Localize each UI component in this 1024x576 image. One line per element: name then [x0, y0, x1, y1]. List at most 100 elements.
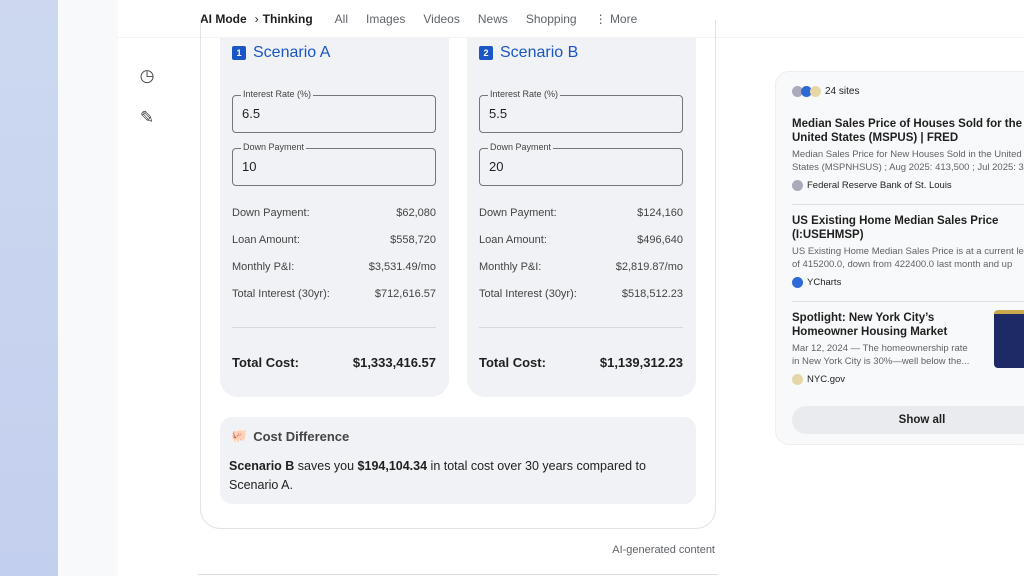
row-value: $62,080 — [396, 207, 436, 219]
down-payment-field[interactable]: Down Payment — [479, 142, 683, 186]
source-favicons — [792, 86, 821, 97]
ycharts-favicon — [792, 277, 803, 288]
divider — [479, 327, 683, 328]
row-value: $712,616.57 — [374, 288, 436, 300]
scenario-title: Scenario A — [253, 44, 331, 61]
scenario-number-badge: 1 — [232, 46, 246, 60]
tab-images[interactable]: Images — [366, 11, 406, 26]
result-row: Loan Amount: $496,640 — [479, 234, 683, 246]
row-label: Monthly P&I: — [479, 261, 542, 273]
source-title[interactable]: Spotlight: New York City’s Homeowner Hou… — [792, 312, 948, 338]
breadcrumb-thinking[interactable]: Thinking — [262, 11, 313, 26]
more-vert-icon: ⋮ — [594, 11, 607, 26]
interest-rate-input[interactable] — [242, 106, 422, 121]
source-snippet: Median Sales Price for New Houses Sold i… — [792, 149, 1022, 160]
savings-amount: $194,104.34 — [357, 459, 428, 473]
scenario-number-badge: 2 — [479, 46, 493, 60]
row-label: Loan Amount: — [479, 234, 547, 246]
field-label: Down Payment — [488, 142, 554, 152]
sources-panel: 24 sites Median Sales Price of Houses So… — [775, 71, 1024, 445]
total-cost-row: Total Cost: $1,139,312.23 — [479, 355, 683, 370]
edit-icon[interactable]: ✎ — [139, 108, 155, 127]
down-payment-input[interactable] — [489, 159, 669, 174]
row-value: $558,720 — [390, 234, 436, 246]
total-label: Total Cost: — [479, 355, 546, 370]
side-rail: G ◷ ✎ — [58, 0, 156, 576]
interest-rate-field[interactable]: Interest Rate (%) — [232, 89, 436, 133]
ai-generated-note: AI-generated content — [612, 544, 715, 556]
divider — [232, 327, 436, 328]
text: in total cost over 30 years compared to … — [229, 459, 646, 492]
down-payment-field[interactable]: Down Payment — [232, 142, 436, 186]
desktop-background — [0, 0, 58, 576]
calculator-container — [200, 20, 716, 529]
cost-difference-text: Scenario B saves you $194,104.34 in tota… — [229, 457, 669, 495]
total-cost-row: Total Cost: $1,333,416.57 — [232, 355, 436, 370]
breadcrumb-separator: › — [254, 11, 259, 26]
fred-favicon — [792, 180, 803, 191]
result-row: Total Interest (30yr): $518,512.23 — [479, 288, 683, 300]
cost-difference-box: 🐖 Cost Difference Scenario B saves you $1… — [220, 417, 696, 504]
article-thumbnail[interactable] — [994, 310, 1024, 368]
source-name: NYC.gov — [807, 374, 846, 385]
result-row: Total Interest (30yr): $712,616.57 — [232, 288, 436, 300]
row-value: $518,512.23 — [621, 288, 683, 300]
source-item[interactable]: Spotlight: New York City’s Homeowner Hou… — [792, 311, 982, 385]
tab-more[interactable]: ⋮ More — [595, 12, 638, 26]
scenario-b-card: 2 Scenario B Interest Rate (%) Down Payme… — [467, 38, 696, 397]
total-value: $1,333,416.57 — [352, 355, 436, 370]
show-all-button[interactable]: Show all — [792, 406, 1024, 434]
tab-shopping[interactable]: Shopping — [525, 11, 577, 26]
row-label: Loan Amount: — [232, 234, 300, 246]
source-item[interactable]: Median Sales Price of Houses Sold for th… — [792, 117, 1024, 191]
result-row: Down Payment: $124,160 — [479, 207, 683, 219]
total-label: Total Cost: — [232, 355, 299, 370]
down-payment-input[interactable] — [242, 159, 422, 174]
fred-favicon — [792, 86, 803, 97]
cost-difference-title: Cost Difference — [253, 428, 350, 444]
source-name: YCharts — [807, 277, 842, 288]
divider — [198, 574, 718, 575]
tab-news[interactable]: News — [477, 11, 508, 26]
source-item[interactable]: US Existing Home Median Sales Price (I:U… — [792, 214, 1024, 288]
source-snippet: in New York City is 30%—well below the..… — [792, 356, 970, 367]
row-label: Monthly P&I: — [232, 261, 295, 273]
top-nav: AI Mode › Thinking All Images Videos New… — [118, 0, 1024, 38]
field-label: Interest Rate (%) — [241, 89, 314, 99]
row-label: Total Interest (30yr): — [479, 288, 577, 300]
row-value: $2,819.87/mo — [615, 261, 683, 273]
history-icon[interactable]: ◷ — [139, 66, 155, 85]
result-row: Monthly P&I: $3,531.49/mo — [232, 261, 436, 273]
field-label: Interest Rate (%) — [488, 89, 561, 99]
interest-rate-field[interactable]: Interest Rate (%) — [479, 89, 683, 133]
result-row: Loan Amount: $558,720 — [232, 234, 436, 246]
row-label: Down Payment: — [479, 207, 557, 219]
interest-rate-input[interactable] — [489, 106, 669, 121]
text: saves you — [294, 459, 358, 473]
source-title[interactable]: US Existing Home Median Sales Price (I:U… — [792, 215, 999, 241]
source-snippet: US Existing Home Median Sales Price is a… — [792, 246, 1024, 257]
row-label: Total Interest (30yr): — [232, 288, 330, 300]
piggy-bank-icon: 🐖 — [231, 428, 248, 443]
ycharts-favicon — [801, 86, 812, 97]
source-name: Federal Reserve Bank of St. Louis — [807, 180, 952, 191]
tab-videos[interactable]: Videos — [423, 11, 460, 26]
row-label: Down Payment: — [232, 207, 310, 219]
source-snippet: of 415200.0, down from 422400.0 last mon… — [792, 259, 1013, 270]
divider — [792, 301, 1024, 302]
divider — [792, 204, 1024, 205]
source-snippet: Mar 12, 2024 — The homeownership rate — [792, 343, 968, 354]
scenario-name: Scenario B — [229, 459, 295, 473]
scenario-a-card: 1 Scenario A Interest Rate (%) Down Payme… — [220, 38, 449, 397]
total-value: $1,139,312.23 — [599, 355, 683, 370]
row-value: $496,640 — [637, 234, 683, 246]
sites-count[interactable]: 24 sites — [825, 86, 860, 97]
result-row: Monthly P&I: $2,819.87/mo — [479, 261, 683, 273]
source-title[interactable]: Median Sales Price of Houses Sold for th… — [792, 118, 1023, 144]
field-label: Down Payment — [241, 142, 307, 152]
tab-more-label: More — [609, 11, 638, 26]
result-row: Down Payment: $62,080 — [232, 207, 436, 219]
tab-all[interactable]: All — [334, 11, 349, 26]
nyc-favicon — [810, 86, 821, 97]
source-snippet: States (MSPNHSUS) ; Aug 2025: 413,500 ; … — [792, 162, 1024, 173]
